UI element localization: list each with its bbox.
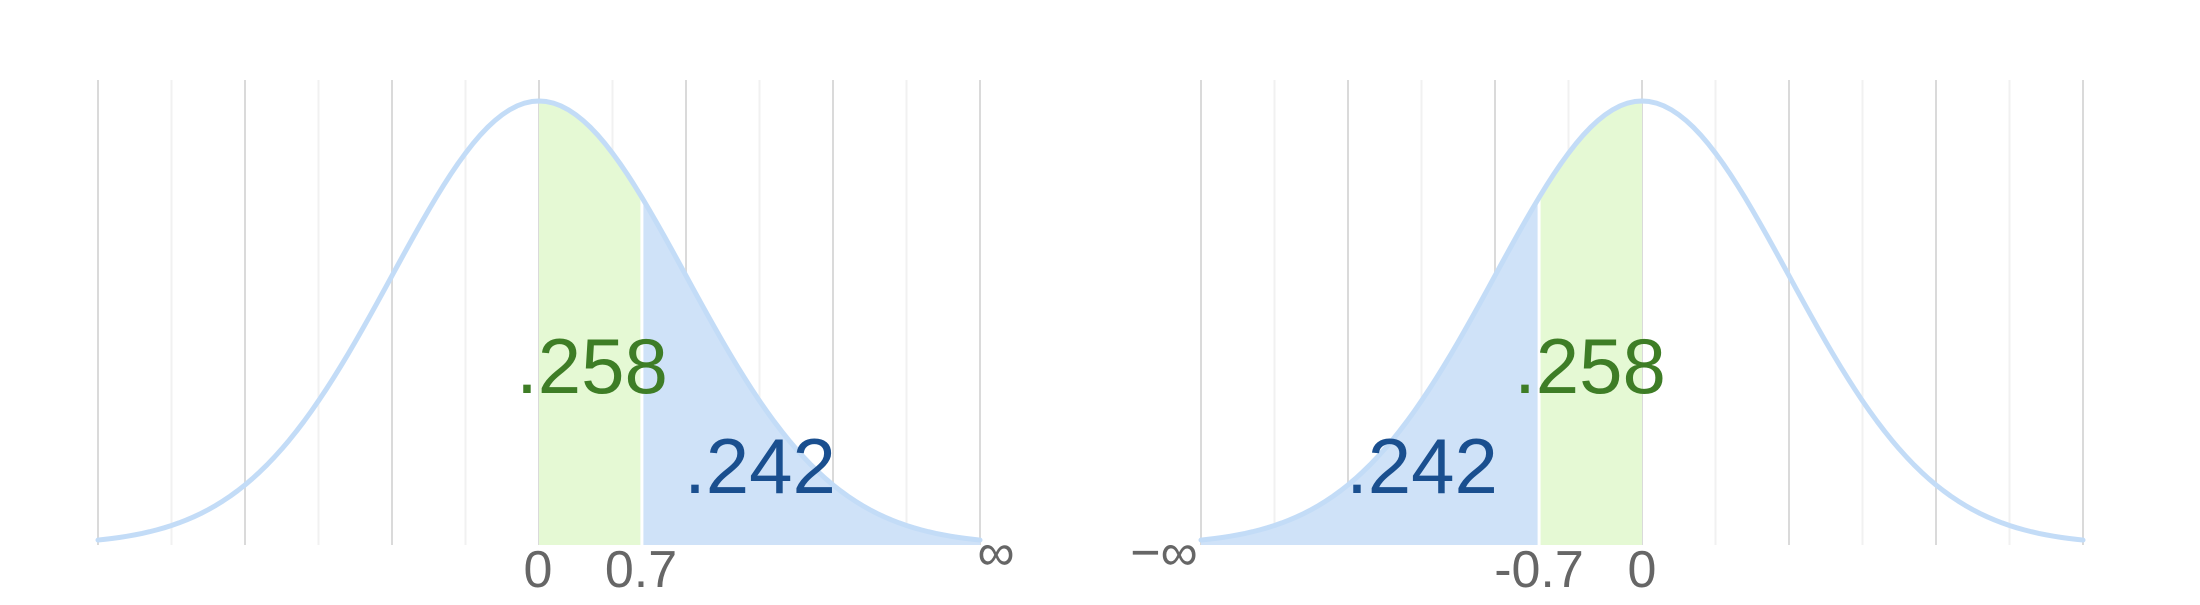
right-tick-zero: 0 <box>1628 541 1657 599</box>
right-blue-area-label: .242 <box>1346 422 1498 510</box>
left-tick-zero: 0 <box>524 541 553 599</box>
right-density-curve <box>1198 98 2086 543</box>
right-tick-cut: -0.7 <box>1494 541 1584 599</box>
left-panel: .258 .242 0 0.7 ∞ <box>95 80 1015 599</box>
left-blue-tail-area <box>641 197 980 546</box>
right-blue-tail-area <box>1201 197 1540 546</box>
right-tick-neg-infinity: −∞ <box>1130 524 1197 582</box>
left-green-area-label: .258 <box>516 322 668 410</box>
right-green-area <box>1539 101 1642 545</box>
left-blue-area-label: .242 <box>684 422 836 510</box>
left-green-area <box>539 101 642 545</box>
right-panel: .258 .242 −∞ -0.7 0 <box>1130 80 2086 599</box>
left-tick-infinity: ∞ <box>977 524 1014 582</box>
left-tick-cut: 0.7 <box>605 541 677 599</box>
right-green-area-label: .258 <box>1514 322 1666 410</box>
left-density-curve <box>95 98 983 543</box>
